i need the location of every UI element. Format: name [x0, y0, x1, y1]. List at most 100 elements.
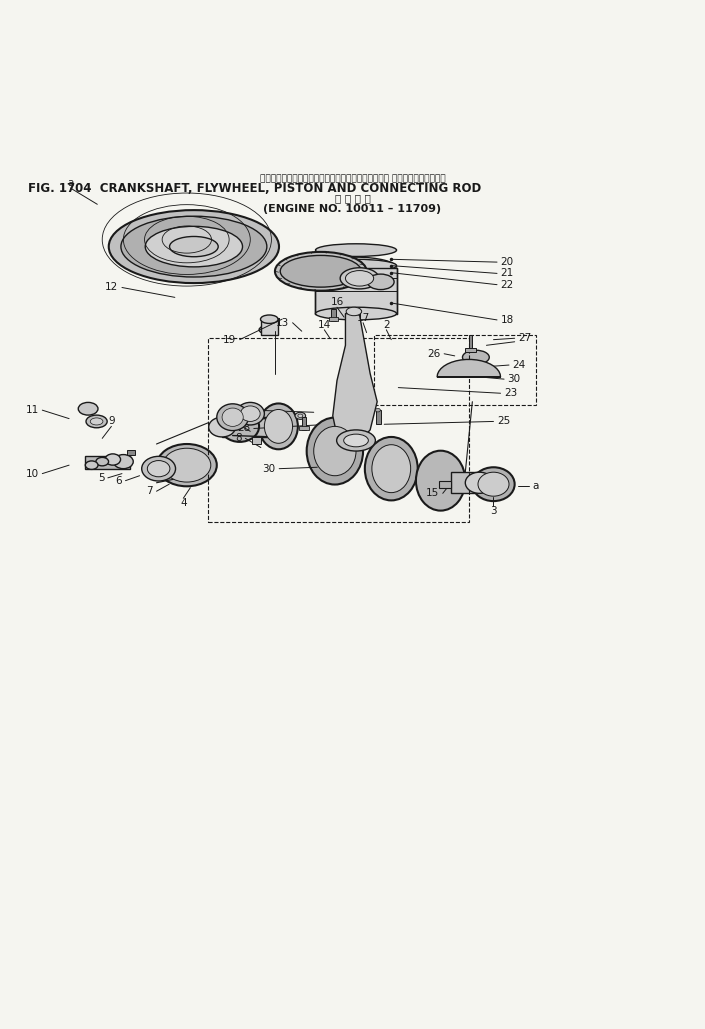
- Bar: [451, 472, 508, 493]
- Ellipse shape: [478, 472, 509, 496]
- Text: 30: 30: [262, 464, 276, 473]
- Ellipse shape: [259, 403, 298, 450]
- Ellipse shape: [275, 252, 367, 290]
- Bar: [85, 456, 130, 468]
- Text: 5: 5: [98, 473, 104, 483]
- Text: a: a: [67, 178, 74, 188]
- Ellipse shape: [86, 415, 107, 428]
- Ellipse shape: [105, 454, 121, 465]
- Ellipse shape: [372, 445, 410, 493]
- Text: 2: 2: [383, 320, 390, 329]
- Ellipse shape: [163, 449, 211, 482]
- Ellipse shape: [315, 259, 396, 272]
- Text: クランクシャフト，フライホイール，ピストンおよび コネクティングロッド: クランクシャフト，フライホイール，ピストンおよび コネクティングロッド: [259, 175, 446, 183]
- Ellipse shape: [367, 274, 394, 289]
- Ellipse shape: [170, 237, 219, 256]
- Ellipse shape: [114, 455, 133, 468]
- Text: 28: 28: [237, 424, 250, 433]
- Bar: [374, 334, 536, 405]
- Ellipse shape: [281, 255, 362, 287]
- Ellipse shape: [221, 411, 259, 441]
- Text: 10: 10: [25, 468, 39, 478]
- Text: 7: 7: [147, 487, 153, 496]
- Ellipse shape: [96, 458, 109, 466]
- Bar: [127, 451, 135, 455]
- Text: 24: 24: [513, 360, 526, 370]
- Text: 16: 16: [331, 297, 343, 308]
- Ellipse shape: [346, 308, 362, 316]
- Bar: [299, 426, 309, 430]
- Bar: [376, 411, 381, 424]
- Text: 11: 11: [25, 405, 39, 415]
- Bar: [316, 268, 396, 314]
- Ellipse shape: [109, 210, 279, 283]
- Ellipse shape: [157, 443, 217, 487]
- Ellipse shape: [416, 451, 465, 510]
- Text: 8: 8: [235, 433, 242, 443]
- Ellipse shape: [365, 437, 418, 500]
- Polygon shape: [252, 437, 261, 443]
- Text: 3: 3: [490, 506, 497, 516]
- Text: 6: 6: [116, 475, 122, 486]
- Text: 15: 15: [426, 489, 439, 498]
- Ellipse shape: [315, 308, 396, 320]
- Ellipse shape: [261, 315, 278, 323]
- Text: 3: 3: [226, 418, 233, 428]
- Ellipse shape: [315, 274, 396, 286]
- Text: 9: 9: [108, 417, 115, 426]
- Text: 14: 14: [318, 320, 331, 329]
- Ellipse shape: [142, 456, 176, 481]
- Ellipse shape: [217, 403, 249, 430]
- Ellipse shape: [85, 461, 98, 469]
- Ellipse shape: [90, 418, 103, 425]
- Text: 20: 20: [501, 257, 514, 268]
- Bar: [302, 417, 306, 430]
- Ellipse shape: [344, 434, 368, 447]
- Bar: [469, 334, 472, 352]
- Text: FIG. 1704  CRANKSHAFT, FLYWHEEL, PISTON AND CONNECTING ROD: FIG. 1704 CRANKSHAFT, FLYWHEEL, PISTON A…: [28, 181, 482, 194]
- Text: 27: 27: [518, 333, 532, 344]
- Text: 18: 18: [501, 315, 514, 325]
- Ellipse shape: [259, 325, 276, 334]
- Text: 適 用 号 機: 適 用 号 機: [335, 193, 370, 204]
- Polygon shape: [437, 359, 501, 377]
- Ellipse shape: [236, 402, 264, 425]
- Text: 19: 19: [223, 334, 236, 345]
- Bar: [465, 348, 476, 352]
- Ellipse shape: [315, 244, 396, 256]
- Text: 30: 30: [508, 375, 521, 384]
- Bar: [261, 319, 278, 334]
- Ellipse shape: [462, 350, 489, 364]
- Text: 23: 23: [504, 388, 517, 398]
- Text: 26: 26: [427, 349, 441, 359]
- Ellipse shape: [341, 268, 379, 289]
- Ellipse shape: [78, 402, 98, 415]
- Ellipse shape: [145, 226, 243, 267]
- Ellipse shape: [121, 216, 267, 277]
- Ellipse shape: [314, 426, 356, 475]
- Ellipse shape: [222, 409, 243, 426]
- Ellipse shape: [264, 410, 293, 443]
- Text: 4: 4: [180, 498, 187, 508]
- Ellipse shape: [472, 467, 515, 501]
- Text: (ENGINE NO. 10011 – 11709): (ENGINE NO. 10011 – 11709): [264, 204, 441, 214]
- Bar: [329, 317, 338, 321]
- Text: 12: 12: [105, 283, 118, 292]
- Ellipse shape: [465, 472, 493, 493]
- Ellipse shape: [298, 414, 303, 418]
- Text: a: a: [532, 482, 539, 491]
- Bar: [222, 417, 278, 437]
- Ellipse shape: [307, 418, 363, 485]
- Text: 13: 13: [276, 318, 289, 328]
- Ellipse shape: [240, 405, 260, 422]
- Ellipse shape: [345, 271, 374, 286]
- Bar: [208, 339, 469, 522]
- Ellipse shape: [337, 430, 375, 451]
- Polygon shape: [439, 481, 451, 488]
- Text: 22: 22: [501, 280, 514, 290]
- Ellipse shape: [209, 417, 235, 437]
- Text: 25: 25: [497, 417, 510, 426]
- Ellipse shape: [147, 461, 170, 476]
- Ellipse shape: [376, 409, 381, 412]
- Text: 21: 21: [501, 269, 514, 279]
